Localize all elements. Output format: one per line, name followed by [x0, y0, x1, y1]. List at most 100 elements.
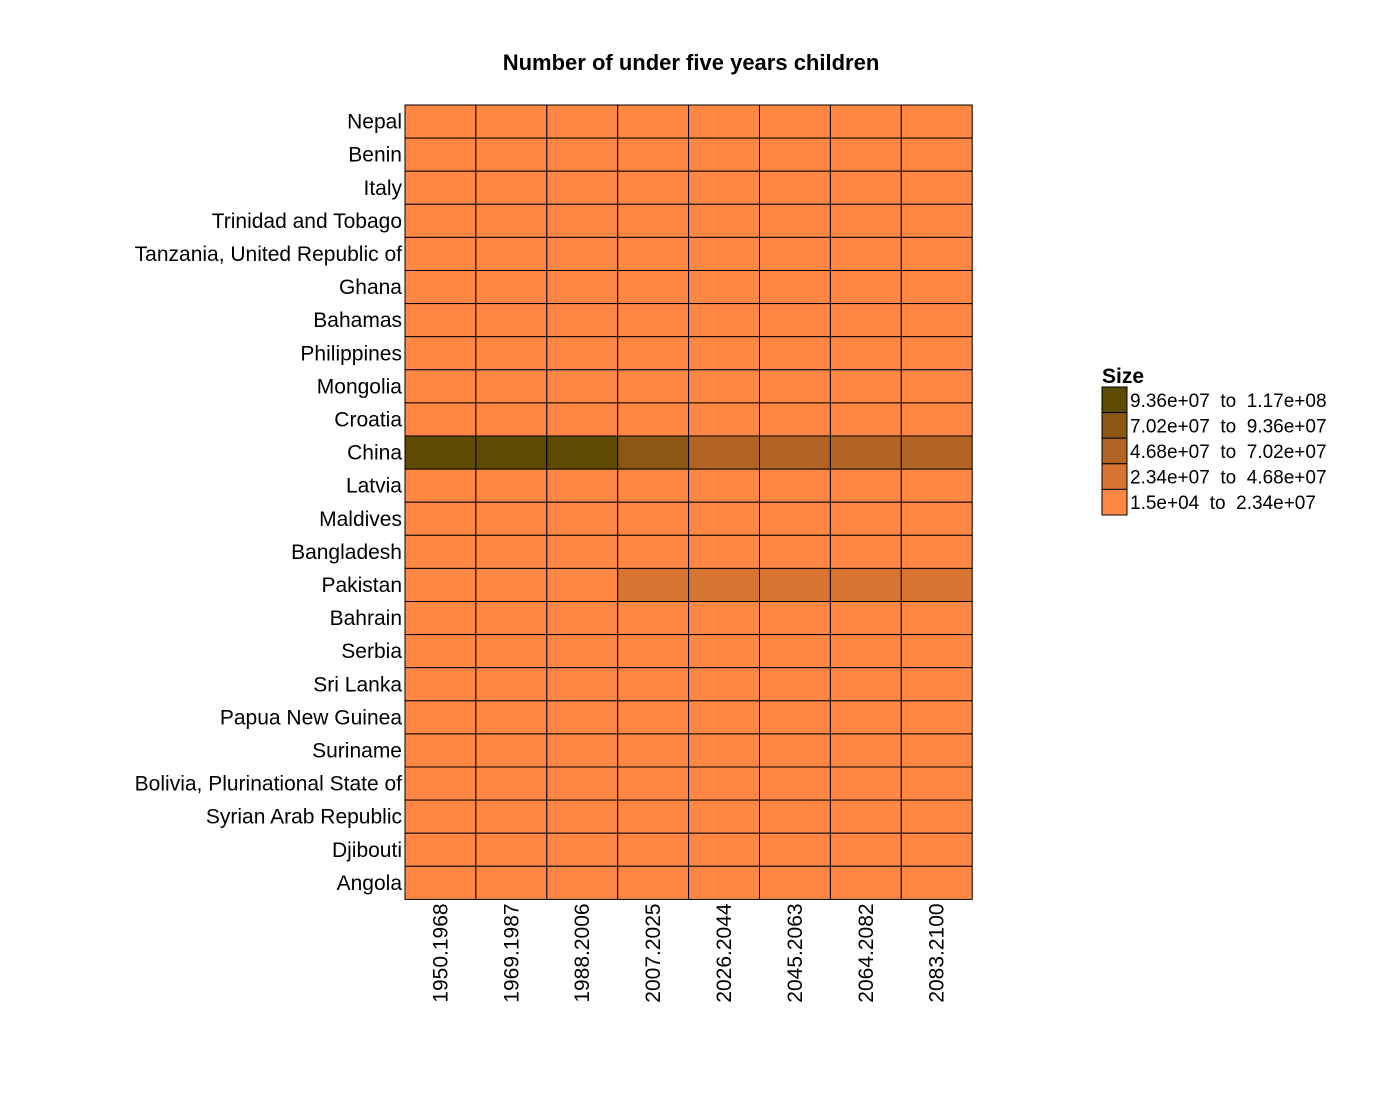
heatmap-cell	[546, 501, 619, 536]
heatmap-cell	[688, 402, 760, 437]
heatmap-cell	[475, 236, 548, 271]
heatmap-cell	[475, 832, 548, 867]
y-tick-label: Angola	[337, 872, 403, 895]
x-tick-label: 1988.2006	[571, 903, 594, 1002]
heatmap-cell	[829, 634, 902, 669]
heatmap-cell	[759, 170, 831, 205]
heatmap-cell	[759, 865, 831, 900]
heatmap-cell	[617, 832, 690, 867]
heatmap-cell	[617, 369, 690, 404]
heatmap-cell	[688, 137, 760, 172]
heatmap-cell	[475, 303, 548, 338]
x-tick-label: 2083.2100	[926, 903, 949, 1002]
y-tick-label: Ghana	[339, 276, 402, 299]
heatmap-cell	[688, 534, 760, 569]
heatmap-cell	[546, 832, 619, 867]
heatmap-cell	[900, 667, 973, 702]
heatmap-cell	[404, 534, 477, 569]
heatmap-cell	[759, 700, 831, 735]
legend-swatch	[1101, 386, 1128, 414]
heatmap-cell	[688, 832, 760, 867]
heatmap-cell	[475, 865, 548, 900]
heatmap-cell	[829, 601, 902, 636]
heatmap-cell	[759, 534, 831, 569]
heatmap-cell	[900, 567, 973, 603]
heatmap-cell	[688, 766, 760, 801]
heatmap-cell	[617, 104, 690, 139]
x-tick-label: 1969.1987	[500, 903, 523, 1002]
heatmap-cell	[759, 402, 831, 437]
heatmap-cell	[617, 733, 690, 768]
heatmap-cell	[404, 270, 477, 305]
heatmap-cell	[829, 336, 902, 371]
y-tick-label: Nepal	[347, 111, 402, 134]
heatmap-cell	[688, 634, 760, 669]
heatmap-cell	[829, 799, 902, 834]
heatmap-cell	[475, 435, 548, 470]
legend-swatch	[1101, 488, 1128, 516]
legend-label: 9.36e+07 to 1.17e+08	[1130, 391, 1327, 412]
heatmap-cell	[829, 700, 902, 735]
heatmap-cell	[404, 137, 477, 172]
heatmap-cell	[546, 601, 619, 636]
heatmap-cell	[475, 203, 548, 238]
heatmap-cell	[688, 468, 760, 503]
heatmap-cell	[475, 468, 548, 503]
heatmap-cell	[688, 270, 760, 305]
x-tick-label: 1950.1968	[429, 903, 452, 1002]
heatmap-cell	[475, 137, 548, 172]
heatmap-cell	[759, 270, 831, 305]
heatmap-cell	[900, 534, 973, 569]
heatmap-cell	[617, 766, 690, 801]
heatmap-cell	[900, 402, 973, 437]
heatmap-cell	[829, 170, 902, 205]
heatmap-cell	[829, 733, 902, 768]
legend-swatch	[1101, 437, 1128, 465]
x-axis-labels: 1950.1968 1969.1987 1988.2006 2007.2025 2026…	[429, 903, 948, 1003]
legend-items: 9.36e+07 to 1.17e+08 7.02e+07 to 9.36e+07…	[1101, 386, 1327, 516]
heatmap-cells	[404, 104, 973, 900]
legend-swatch	[1101, 412, 1128, 439]
heatmap-cell	[404, 369, 477, 404]
heatmap-cell	[759, 601, 831, 636]
heatmap-cell	[546, 303, 619, 338]
heatmap-cell	[404, 865, 477, 900]
heatmap-cell	[829, 534, 902, 569]
heatmap-cell	[475, 369, 548, 404]
heatmap-cell	[829, 435, 902, 470]
heatmap-cell	[688, 700, 760, 735]
heatmap-cell	[688, 601, 760, 636]
heatmap-cell	[475, 270, 548, 305]
heatmap-cell	[546, 336, 619, 371]
heatmap-cell	[404, 203, 477, 238]
y-tick-label: Pakistan	[321, 574, 402, 597]
heatmap-cell	[829, 137, 902, 172]
heatmap-cell	[404, 766, 477, 801]
heatmap-cell	[900, 104, 973, 139]
chart-title: Number of under five years children	[503, 50, 880, 75]
heatmap-cell	[759, 634, 831, 669]
heatmap-cell	[759, 236, 831, 271]
heatmap-cell	[759, 336, 831, 371]
heatmap-cell	[546, 468, 619, 503]
y-tick-label: Papua New Guinea	[220, 706, 402, 729]
heatmap-cell	[900, 203, 973, 238]
heatmap-cell	[475, 336, 548, 371]
heatmap-cell	[900, 270, 973, 305]
heatmap-cell	[475, 402, 548, 437]
heatmap-cell	[829, 865, 902, 900]
heatmap-cell	[759, 369, 831, 404]
heatmap-cell	[404, 634, 477, 669]
heatmap-cell	[759, 667, 831, 702]
heatmap-cell	[617, 799, 690, 834]
heatmap-cell	[475, 634, 548, 669]
heatmap-cell	[900, 336, 973, 371]
heatmap-cell	[900, 733, 973, 768]
y-tick-label: Croatia	[334, 408, 402, 431]
heatmap-cell	[546, 766, 619, 801]
heatmap-cell	[900, 832, 973, 867]
heatmap-cell	[404, 601, 477, 636]
heatmap-cell	[546, 534, 619, 569]
heatmap-cell	[617, 303, 690, 338]
